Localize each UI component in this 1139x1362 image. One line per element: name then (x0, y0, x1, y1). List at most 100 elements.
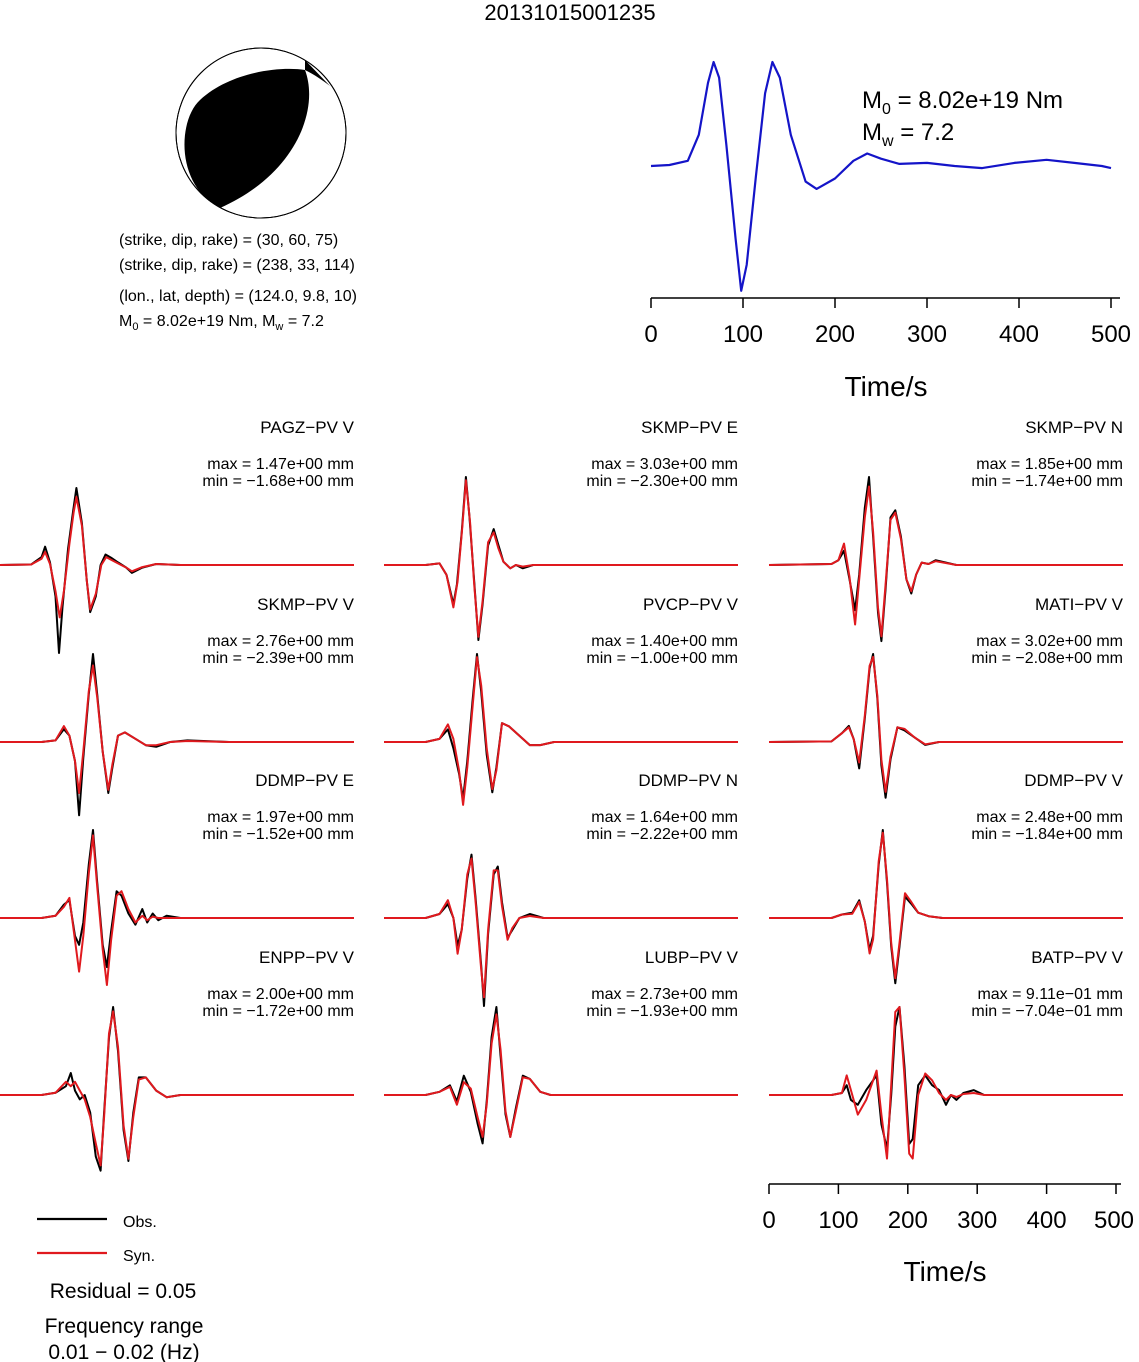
synthetic-trace (384, 1013, 738, 1138)
stf-m0-label: M0 = 8.02e+19 Nm (862, 87, 1063, 118)
synthetic-trace (768, 655, 1123, 793)
synthetic-trace (384, 479, 738, 638)
wave-tick-label: 400 (1027, 1207, 1067, 1234)
station-name: DDMP−PV V (1024, 771, 1123, 790)
station-name: DDMP−PV N (638, 771, 738, 790)
stf-tick-label: 100 (723, 321, 763, 348)
observed-trace (0, 829, 354, 969)
stf-tick-label: 500 (1091, 321, 1131, 348)
legend: Obs. Syn. (37, 1214, 157, 1265)
station-min: min = −1.93e+00 mm (586, 1003, 738, 1020)
wave-tick-label: 0 (762, 1207, 775, 1234)
station-max: max = 2.73e+00 mm (591, 986, 738, 1003)
station-min: min = −7.04e−01 mm (971, 1003, 1123, 1020)
station-name: LUBP−PV V (645, 948, 739, 967)
station-max: max = 1.47e+00 mm (207, 456, 354, 473)
frequency-range-value: 0.01 − 0.02 (Hz) (48, 1341, 199, 1362)
observed-trace (0, 1006, 354, 1172)
frequency-range-label: Frequency range (45, 1315, 204, 1338)
station-name: PAGZ−PV V (260, 418, 354, 437)
stf-x-axis-label: Time/s (845, 371, 928, 402)
focal-mechanism-beachball (175, 47, 347, 219)
station-min: min = −1.68e+00 mm (202, 473, 354, 490)
stf-tick-label: 200 (815, 321, 855, 348)
station-max: max = 1.85e+00 mm (976, 456, 1123, 473)
observed-trace (768, 476, 1123, 643)
stf-curve (650, 60, 1112, 292)
wave-tick-label: 500 (1094, 1207, 1134, 1234)
station-name: SKMP−PV V (257, 595, 355, 614)
station-name: BATP−PV V (1031, 948, 1123, 967)
nodal-plane-1: (strike, dip, rake) = (30, 60, 75) (119, 232, 338, 249)
wave-tick-label: 100 (818, 1207, 858, 1234)
stf-tick-label: 300 (907, 321, 947, 348)
station-max: max = 2.00e+00 mm (207, 986, 354, 1003)
waveform-x-axis-label: Time/s (904, 1256, 987, 1287)
source-time-function-panel: 0 100 200 300 400 500 (644, 60, 1131, 348)
station-max: max = 2.48e+00 mm (976, 809, 1123, 826)
synthetic-trace (0, 495, 354, 619)
station-min: min = −2.39e+00 mm (202, 650, 354, 667)
station-max: max = 9.11e−01 mm (977, 986, 1123, 1003)
station-name: DDMP−PV E (255, 771, 354, 790)
station-max: max = 3.02e+00 mm (976, 633, 1123, 650)
observed-trace (384, 476, 738, 641)
station-name: SKMP−PV E (641, 418, 738, 437)
stf-tick-label: 400 (999, 321, 1039, 348)
synthetic-trace (0, 1010, 354, 1167)
figure-title: 20131015001235 (484, 0, 655, 25)
source-moment: M0 = 8.02e+19 Nm, Mw = 7.2 (119, 313, 324, 333)
station-min: min = −2.30e+00 mm (586, 473, 738, 490)
station-min: min = −1.52e+00 mm (202, 826, 354, 843)
station-min: min = −2.08e+00 mm (971, 650, 1123, 667)
station-name: PVCP−PV V (643, 595, 739, 614)
beachball-compression-tip (305, 60, 330, 86)
station-max: max = 1.64e+00 mm (591, 809, 738, 826)
wave-tick-label: 300 (957, 1207, 997, 1234)
legend-syn-label: Syn. (123, 1248, 155, 1265)
station-max: max = 1.97e+00 mm (207, 809, 354, 826)
synthetic-trace (0, 834, 354, 986)
beachball-compression-quadrant (184, 68, 310, 208)
source-location: (lon., lat, depth) = (124.0, 9.8, 10) (119, 288, 357, 305)
stf-tick-label: 0 (644, 321, 657, 348)
synthetic-trace (769, 1006, 1123, 1160)
station-min: min = −1.72e+00 mm (202, 1003, 354, 1020)
observed-trace (0, 653, 354, 817)
synthetic-trace (769, 831, 1123, 980)
synthetic-trace (384, 656, 738, 806)
observed-trace (0, 487, 354, 654)
station-max: max = 2.76e+00 mm (207, 633, 354, 650)
station-max: max = 1.40e+00 mm (591, 633, 738, 650)
residual-label: Residual = 0.05 (50, 1280, 197, 1303)
station-name: SKMP−PV N (1025, 418, 1123, 437)
station-min: min = −2.22e+00 mm (586, 826, 738, 843)
stf-mw-label: Mw = 7.2 (862, 119, 954, 150)
station-min: min = −1.84e+00 mm (971, 826, 1123, 843)
synthetic-trace (768, 485, 1123, 638)
synthetic-trace (0, 664, 354, 794)
station-max: max = 3.03e+00 mm (591, 456, 738, 473)
station-min: min = −1.74e+00 mm (971, 473, 1123, 490)
station-name: MATI−PV V (1035, 595, 1124, 614)
wave-tick-label: 200 (888, 1207, 928, 1234)
station-name: ENPP−PV V (259, 948, 355, 967)
station-min: min = −1.00e+00 mm (586, 650, 738, 667)
nodal-plane-2: (strike, dip, rake) = (238, 33, 114) (119, 257, 355, 274)
observed-trace (384, 853, 738, 1007)
observed-trace (384, 1006, 738, 1145)
waveform-time-axis: 0 100 200 300 400 500 (762, 1183, 1134, 1234)
